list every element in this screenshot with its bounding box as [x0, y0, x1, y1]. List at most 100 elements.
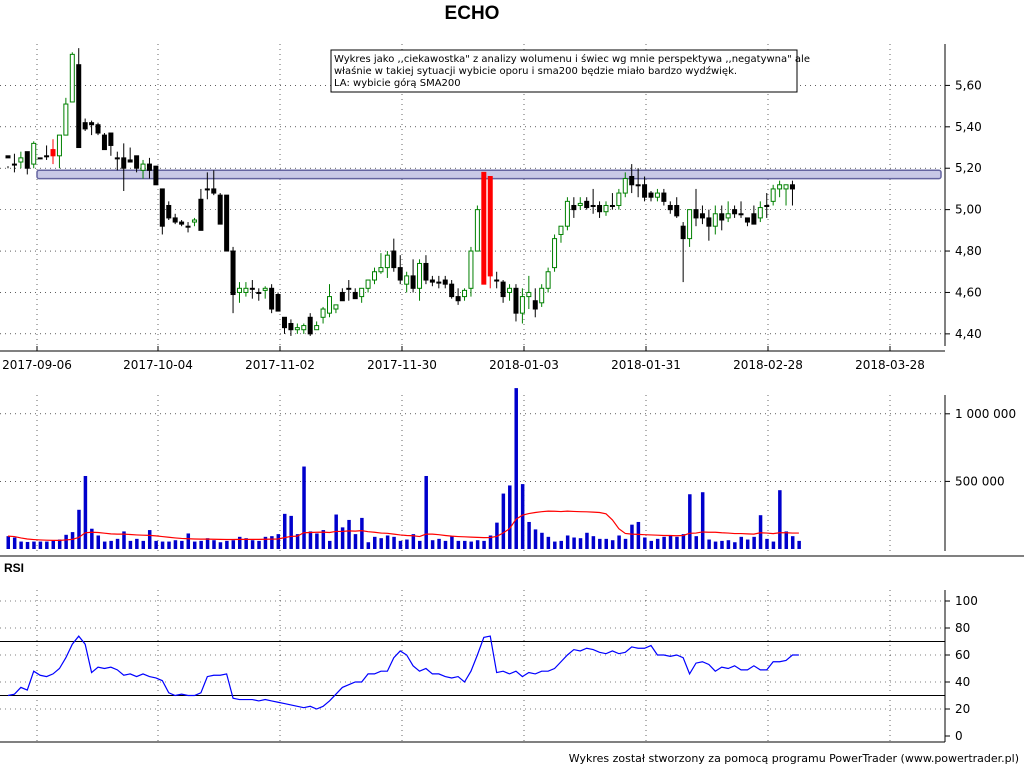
price-tick-label: 4,40	[955, 327, 982, 341]
candle-body	[654, 192, 660, 198]
candle	[436, 275, 442, 289]
candle-body	[789, 184, 795, 190]
volume-bar	[122, 531, 126, 549]
volume-bar	[617, 535, 621, 549]
volume-bar	[482, 540, 486, 549]
volume-bar	[90, 528, 94, 549]
candle	[37, 157, 43, 160]
chart-title: ECHO	[445, 3, 500, 24]
candle-body	[352, 291, 358, 300]
rsi-tick-label: 0	[955, 729, 963, 743]
volume-bar	[790, 536, 795, 549]
candle-body	[404, 275, 410, 285]
candle	[153, 165, 159, 186]
volume-bar	[630, 524, 634, 549]
volume-bar	[553, 541, 557, 549]
volume-bar	[308, 531, 313, 549]
candle	[211, 170, 217, 196]
volume-bar	[733, 542, 737, 549]
candle	[224, 194, 230, 252]
candle	[359, 287, 365, 303]
candle	[307, 313, 313, 336]
annotation-line-1: Wykres jako ,,ciekawostka" z analizy wol…	[334, 53, 810, 65]
candle	[462, 288, 468, 301]
candle	[757, 201, 763, 223]
volume-bar	[508, 485, 512, 549]
candle	[616, 188, 622, 210]
candle-body	[738, 213, 744, 216]
candle-body	[230, 250, 236, 296]
volume-bar	[765, 538, 769, 549]
volume-bar	[778, 490, 782, 549]
candle	[294, 323, 300, 334]
volume-bar	[720, 540, 724, 549]
candle-body	[423, 262, 429, 281]
volume-bar	[102, 541, 107, 549]
volume-bar	[469, 541, 473, 549]
candle-body	[558, 225, 564, 235]
candle-body	[629, 176, 635, 186]
candle-body	[172, 217, 178, 223]
candle-body	[519, 296, 525, 314]
candle-body	[256, 291, 262, 294]
volume-tick-label: 1 000 000	[955, 407, 1016, 421]
candle-body	[474, 209, 480, 252]
candle-body	[50, 149, 56, 157]
date-axis-ticks: 2017-09-06 2017-10-04 2017-11-02 2017-11-30…	[2, 346, 925, 372]
candle	[487, 176, 493, 289]
candle	[693, 188, 699, 227]
volume-bar	[752, 536, 756, 549]
volume-bar	[437, 538, 441, 549]
candle	[687, 209, 693, 247]
volume-bar	[533, 529, 538, 549]
candle	[417, 259, 423, 301]
candle	[783, 184, 789, 206]
candle-body	[37, 157, 43, 160]
candle-body	[584, 200, 590, 209]
candle-body	[757, 207, 763, 219]
candle-body	[185, 225, 191, 228]
candle	[50, 139, 56, 165]
volume-bar	[173, 540, 178, 549]
volume-bar	[411, 534, 416, 549]
volume-bar	[64, 534, 68, 549]
price-tick-label: 5,20	[955, 161, 982, 175]
volume-bar	[295, 534, 300, 549]
candle	[429, 275, 435, 287]
candle	[18, 151, 24, 169]
volume-bar	[379, 538, 383, 549]
candle-body	[224, 194, 230, 252]
rsi-axis-ticks: 0 20 40 60 80 100	[945, 594, 978, 743]
candle	[166, 201, 172, 220]
volume-bar	[385, 535, 390, 549]
volume-bar	[6, 536, 10, 549]
candle	[230, 246, 236, 314]
candle	[744, 217, 750, 227]
candle	[629, 164, 635, 194]
candle-body	[384, 254, 390, 269]
rsi-tick-label: 100	[955, 594, 978, 608]
volume-bar	[96, 535, 101, 549]
volume-bar	[713, 541, 718, 549]
candle	[333, 304, 339, 314]
candle-body	[140, 163, 146, 171]
volume-bar	[643, 537, 647, 549]
volume-bar	[257, 540, 261, 549]
volume-bar	[392, 536, 396, 549]
candle	[69, 52, 75, 103]
candle-body	[333, 304, 339, 310]
annotation-frame	[330, 49, 798, 93]
rsi-label: RSI	[4, 561, 24, 575]
candle-body	[455, 296, 461, 302]
candle-body	[603, 204, 609, 213]
volume-bar	[167, 541, 171, 549]
candle	[391, 238, 397, 272]
volume-bar	[527, 521, 531, 549]
volume-bar	[565, 535, 570, 549]
candle	[198, 188, 204, 231]
candle	[11, 153, 17, 173]
candle-body	[378, 267, 384, 273]
volume-bar	[688, 494, 692, 549]
volume-bar	[366, 542, 371, 549]
